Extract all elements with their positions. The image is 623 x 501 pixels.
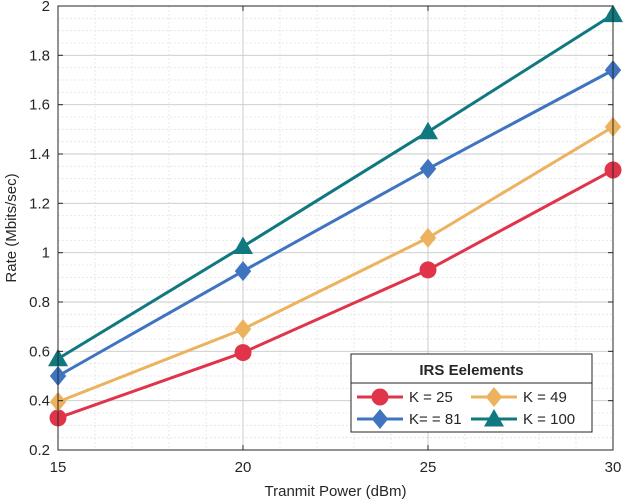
y-tick-label: 1.2 <box>29 195 50 212</box>
legend-label: K = 49 <box>523 389 567 406</box>
legend-items: K = 25 K = 49 K= = 81 K = 100 <box>357 387 575 429</box>
x-tick-label: 25 <box>420 459 437 476</box>
series-line <box>57 68 614 378</box>
series-layer <box>48 4 623 427</box>
data-point-marker <box>419 227 437 248</box>
y-tick-label: 1.6 <box>29 97 50 114</box>
legend-swatch-marker <box>371 388 389 406</box>
series-3 <box>49 60 622 386</box>
y-tick-label: 0.6 <box>29 343 50 360</box>
legend-item-1: K = 25 <box>357 388 453 406</box>
series-line <box>57 168 614 420</box>
x-axis-ticks: 15 20 25 30 <box>50 6 622 476</box>
legend-swatch-marker <box>484 409 504 427</box>
legend-label: K = 100 <box>523 411 575 428</box>
legend-item-2: K = 49 <box>471 387 567 407</box>
series-1 <box>49 161 622 427</box>
minor-grid <box>58 6 613 450</box>
x-tick-label: 30 <box>605 459 622 476</box>
legend-item-3: K= = 81 <box>357 409 462 429</box>
legend-swatch-marker <box>485 387 503 407</box>
legend-swatch-marker <box>371 409 389 429</box>
data-point-marker <box>233 236 253 254</box>
series-line <box>57 125 614 404</box>
y-tick-label: 0.8 <box>29 294 50 311</box>
data-point-marker <box>234 261 252 282</box>
x-axis-label: Tranmit Power (dBm) <box>265 483 407 500</box>
legend-label: K = 25 <box>409 389 453 406</box>
y-axis-label: Rate (Mbits/sec) <box>3 173 20 282</box>
x-tick-label: 20 <box>235 459 252 476</box>
data-point-marker <box>418 121 438 140</box>
x-tick-label: 15 <box>50 459 67 476</box>
series-line <box>57 13 614 361</box>
y-tick-label: 2 <box>42 0 50 15</box>
y-axis-ticks: 0.2 0.4 0.6 0.8 1 1.2 1.4 1.6 1.8 2 <box>29 0 613 459</box>
legend-title: IRS Eelements <box>419 362 523 379</box>
major-grid <box>58 6 613 450</box>
y-tick-label: 0.2 <box>29 442 50 459</box>
data-point-marker <box>234 344 252 362</box>
data-point-marker <box>234 319 252 340</box>
plot-frame <box>57 5 614 451</box>
y-tick-label: 1.4 <box>29 146 50 163</box>
y-tick-label: 0.4 <box>29 393 50 410</box>
data-point-marker <box>419 158 437 179</box>
legend: IRS Eelements K = 25 K = 49 K= = 81 K = 100 <box>350 353 593 433</box>
y-tick-label: 1.8 <box>29 47 50 64</box>
y-tick-label: 1 <box>42 245 50 262</box>
data-point-marker <box>419 261 437 279</box>
legend-label: K= = 81 <box>409 411 462 428</box>
legend-item-4: K = 100 <box>471 409 575 428</box>
